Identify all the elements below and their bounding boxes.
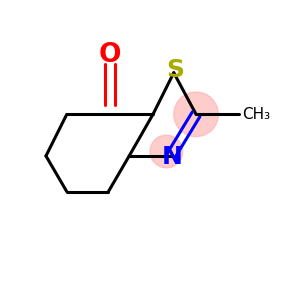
Text: S: S	[166, 58, 184, 82]
Circle shape	[150, 135, 183, 168]
Text: CH₃: CH₃	[242, 107, 270, 122]
Text: N: N	[162, 146, 183, 170]
Circle shape	[174, 92, 218, 136]
Text: O: O	[99, 42, 121, 68]
